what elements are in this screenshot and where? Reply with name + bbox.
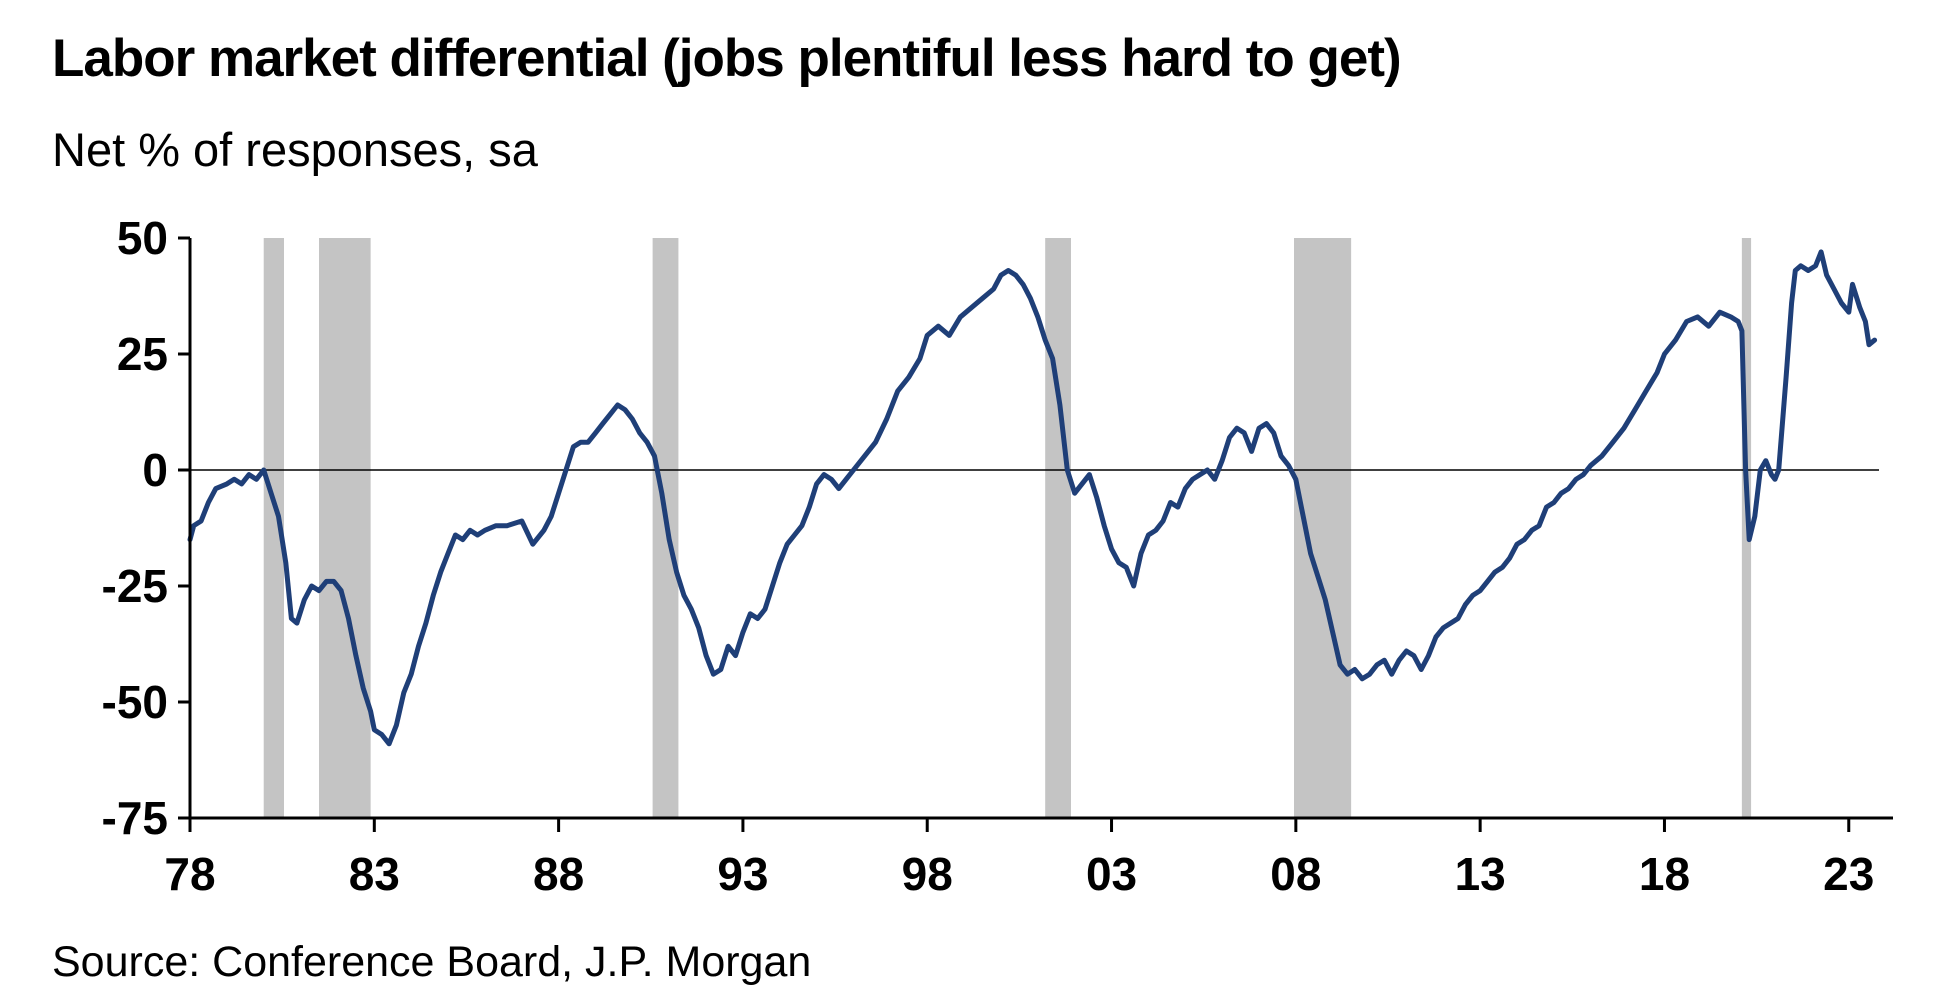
- y-tick-label: -75: [102, 792, 168, 844]
- chart-subtitle: Net % of responses, sa: [52, 123, 538, 176]
- recession-band-5: [1294, 238, 1352, 818]
- x-tick-label: 18: [1639, 848, 1690, 900]
- recession-band-4: [1045, 238, 1071, 818]
- recession-band-1: [263, 238, 284, 818]
- y-tick-label: -50: [102, 676, 168, 728]
- recession-shading-group: [263, 238, 1752, 818]
- source-note: Source: Conference Board, J.P. Morgan: [52, 938, 812, 986]
- x-tick-label: 93: [717, 848, 768, 900]
- x-tick-label: 08: [1270, 848, 1321, 900]
- y-tick-label: 25: [117, 328, 168, 380]
- x-tick-label: 83: [349, 848, 400, 900]
- x-tick-label: 23: [1823, 848, 1874, 900]
- recession-band-2: [319, 238, 371, 818]
- series-line: [187, 249, 1878, 747]
- x-tick-label: 03: [1086, 848, 1137, 900]
- y-tick-label: 0: [142, 444, 168, 496]
- y-tick-label: 50: [117, 212, 168, 264]
- y-tick-label: -25: [102, 560, 168, 612]
- x-tick-label: 98: [902, 848, 953, 900]
- chart-title: Labor market differential (jobs plentifu…: [52, 29, 1402, 88]
- x-tick-label: 78: [164, 848, 215, 900]
- x-tick-label: 88: [533, 848, 584, 900]
- x-tick-label: 13: [1455, 848, 1506, 900]
